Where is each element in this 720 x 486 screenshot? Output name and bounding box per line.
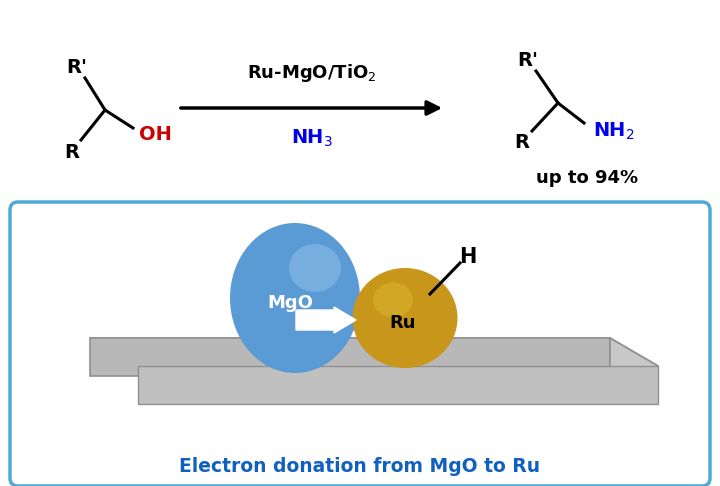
FancyArrow shape (296, 307, 356, 333)
Ellipse shape (289, 244, 341, 292)
Text: NH$_2$: NH$_2$ (593, 121, 635, 141)
Text: R: R (515, 134, 529, 153)
Text: Ru-MgO/TiO$_2$: Ru-MgO/TiO$_2$ (247, 62, 377, 84)
Polygon shape (90, 338, 610, 376)
FancyBboxPatch shape (10, 202, 710, 486)
Text: Electron donation from MgO to Ru: Electron donation from MgO to Ru (179, 456, 541, 475)
Text: OH: OH (138, 124, 171, 143)
Ellipse shape (373, 282, 413, 317)
Polygon shape (90, 338, 658, 366)
Polygon shape (610, 338, 658, 404)
Text: NH$_3$: NH$_3$ (291, 127, 333, 149)
Text: MgO: MgO (267, 294, 313, 312)
Text: Ru: Ru (390, 314, 416, 332)
Ellipse shape (353, 268, 457, 368)
Text: H: H (459, 247, 477, 267)
Polygon shape (138, 366, 658, 404)
Text: up to 94%: up to 94% (536, 169, 638, 187)
Text: R': R' (66, 58, 88, 77)
Text: R: R (65, 142, 79, 161)
Text: R': R' (518, 52, 539, 70)
Ellipse shape (230, 223, 360, 373)
